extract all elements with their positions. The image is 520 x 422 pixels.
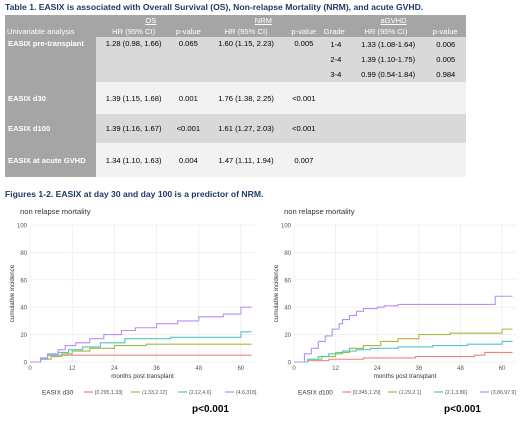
chart-title: non relapse mortality	[284, 207, 355, 216]
y-tick-label: 20	[284, 333, 291, 339]
legend-entry: (2.1,3.86]	[445, 390, 467, 396]
y-tick-label: 100	[17, 224, 28, 230]
chart-title: non relapse mortality	[20, 207, 91, 216]
legend-entry: (3.86,97.9]	[491, 390, 516, 396]
col-analysis: Univariable analysis	[7, 27, 75, 36]
nrm-chart-d30: non relapse mortality 0 20 40 60 80 100 0 12 24 36…	[9, 207, 257, 397]
x-tick-label: 24	[111, 366, 118, 372]
group-agvhd: aGVHD	[380, 16, 407, 25]
col-os-p: p-value	[175, 27, 201, 36]
y-tick-label: 40	[284, 306, 291, 312]
x-tick-label: 0	[28, 366, 32, 372]
x-tick-label: 0	[292, 366, 296, 372]
y-tick-label: 20	[20, 333, 27, 339]
x-axis-label: months post transplant	[374, 373, 437, 380]
y-tick-label: 0	[288, 361, 292, 367]
y-tick-label: 100	[281, 224, 292, 230]
y-tick-label: 60	[20, 278, 27, 284]
x-tick-label: 48	[195, 366, 202, 372]
p-value-left: p<0.001	[192, 404, 229, 415]
legend-entry: [0.295,1.33]	[95, 390, 123, 396]
series-line	[30, 331, 252, 363]
legend-entry: (4.6,318]	[236, 390, 257, 396]
series-line	[294, 340, 513, 363]
x-tick-label: 12	[69, 366, 76, 372]
group-os: OS	[145, 16, 157, 25]
legend-title: EASIX d30	[42, 390, 74, 397]
legend-entry: (1.33,2.12]	[142, 390, 167, 396]
nrm-plot-d30: non relapse mortality 0 20 40 60 80 100 0 12 24 36…	[0, 203, 260, 421]
series-line	[30, 306, 252, 363]
table-title: Table 1. EASIX is associated with Overal…	[5, 2, 424, 12]
table-row: EASIX d100 1.39 (1.16, 1.67) <0.001 1.61…	[5, 114, 466, 143]
y-tick-label: 0	[24, 361, 28, 367]
col-os-hr: HR (95% CI)	[112, 27, 156, 36]
legend-entry: (2.12,4.6]	[189, 390, 211, 396]
results-table: OS NRM aGVHD Univariable analysis HR (95…	[5, 15, 466, 180]
col-nrm-p: p-value	[291, 27, 317, 36]
x-tick-label: 36	[416, 366, 423, 372]
group-nrm: NRM	[254, 16, 272, 25]
gvhd-grade-row: 3-4 0.99 (0.54-1.84) 0.984	[330, 70, 456, 79]
table-row: EASIX at acute GVHD 1.34 (1.10, 1.63) 0.…	[5, 143, 466, 177]
nrm-chart-d100: non relapse mortality 0 20 40 60 80 100 0 12 24 36…	[273, 207, 516, 397]
x-tick-label: 36	[153, 366, 160, 372]
gvhd-grade-row: 1-4 1.33 (1.08-1.64) 0.006	[330, 40, 456, 49]
series-line	[30, 343, 252, 363]
y-tick-label: 80	[284, 251, 291, 257]
x-tick-label: 12	[332, 366, 339, 372]
x-tick-label: 48	[457, 366, 464, 372]
series-line	[294, 295, 513, 363]
y-axis-label: cumulative incidence	[9, 264, 16, 322]
y-tick-label: 80	[20, 251, 27, 257]
legend-entry: (1.29,2.1]	[399, 390, 421, 396]
series-line	[30, 354, 252, 363]
y-tick-label: 60	[284, 278, 291, 284]
x-axis-label: months post transplant	[111, 373, 174, 380]
x-tick-label: 60	[238, 366, 245, 372]
col-gvhd-hr: HR (95% CI)	[364, 27, 408, 36]
y-tick-label: 40	[20, 306, 27, 312]
series-line	[294, 328, 513, 363]
col-grade: Grade	[323, 27, 345, 36]
nrm-plot-d100: non relapse mortality 0 20 40 60 80 100 0 12 24 36…	[266, 203, 520, 421]
figures-title: Figures 1-2. EASIX at day 30 and day 100…	[5, 189, 264, 199]
col-gvhd-p: p-value	[432, 27, 458, 36]
legend-entry: [0.345,1.29]	[353, 390, 381, 396]
gvhd-grade-row: 2-4 1.39 (1.10-1.75) 0.005	[330, 55, 456, 64]
p-value-right: p<0.001	[444, 404, 481, 415]
legend-title: EASIX d100	[298, 390, 333, 397]
y-axis-label: cumulative incidence	[273, 264, 280, 322]
x-tick-label: 60	[499, 366, 506, 372]
col-nrm-hr: HR (95% CI)	[224, 27, 268, 36]
table-row: EASIX d30 1.39 (1.15, 1.68) 0.001 1.76 (…	[5, 82, 466, 114]
table-row: EASIX pre-transplant 1.28 (0.98, 1.66) 0…	[5, 37, 466, 82]
x-tick-label: 24	[374, 366, 381, 372]
series-line	[294, 351, 513, 363]
